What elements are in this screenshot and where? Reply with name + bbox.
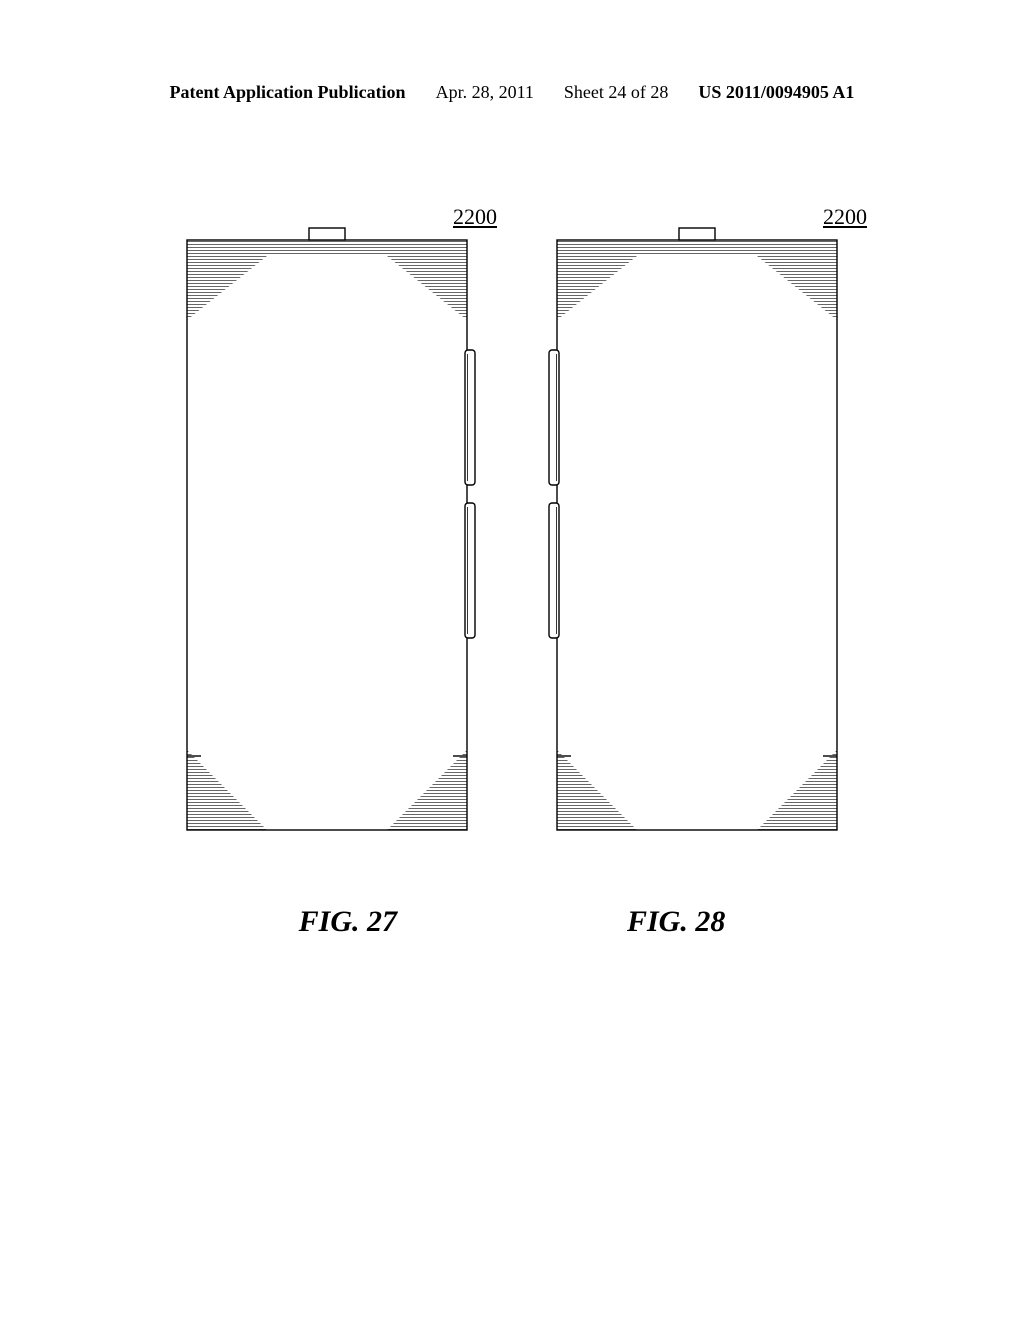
header-publication-label: Patent Application Publication	[170, 82, 406, 103]
header-sheet: Sheet 24 of 28	[564, 82, 668, 103]
figure-27: 2200	[177, 210, 477, 840]
figure-28-ref: 2200	[823, 204, 867, 230]
figure-27-drawing	[177, 210, 477, 840]
figure-28-drawing	[547, 210, 847, 840]
figure-27-caption: FIG. 27	[299, 905, 397, 939]
header-date: Apr. 28, 2011	[436, 82, 534, 103]
header-pubnum: US 2011/0094905 A1	[698, 82, 854, 103]
figures-row: 2200 2200	[0, 210, 1024, 840]
figure-captions: FIG. 27 FIG. 28	[0, 905, 1024, 939]
figure-28-caption: FIG. 28	[627, 905, 725, 939]
page-header: Patent Application Publication Apr. 28, …	[0, 82, 1024, 103]
figure-28: 2200	[547, 210, 847, 840]
figure-27-ref: 2200	[453, 204, 497, 230]
